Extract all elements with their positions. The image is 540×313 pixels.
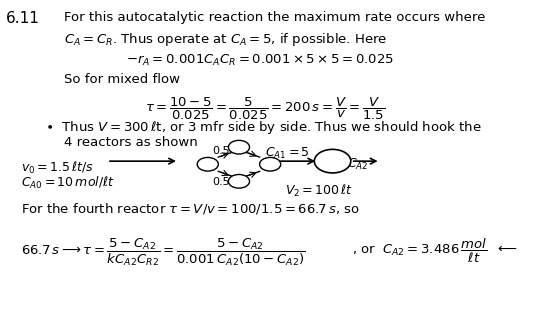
Text: 6.11: 6.11: [6, 11, 40, 26]
Text: So for mixed flow: So for mixed flow: [64, 73, 180, 86]
Text: $C_A = C_R$. Thus operate at $C_A = 5$, if possible. Here: $C_A = C_R$. Thus operate at $C_A = 5$, …: [64, 31, 387, 48]
Text: $66.7\,s \longrightarrow \tau = \dfrac{5-C_{A2}}{kC_{A2}C_{R2}} = \dfrac{5-C_{A2: $66.7\,s \longrightarrow \tau = \dfrac{5…: [21, 237, 305, 269]
Text: $\tau = \dfrac{10-5}{0.025} = \dfrac{5}{0.025} = 200\,s = \dfrac{V}{v} = \dfrac{: $\tau = \dfrac{10-5}{0.025} = \dfrac{5}{…: [145, 96, 386, 122]
Circle shape: [260, 157, 281, 171]
Circle shape: [197, 157, 218, 171]
Text: 0.5: 0.5: [213, 146, 230, 156]
Text: $C_{A0} = 10\,mol/\ell t$: $C_{A0} = 10\,mol/\ell t$: [21, 175, 114, 191]
Circle shape: [228, 140, 249, 154]
Text: For the fourth reactor $\tau = V/v = 100/1.5 = 66.7\,s$, so: For the fourth reactor $\tau = V/v = 100…: [21, 202, 360, 217]
Circle shape: [314, 149, 351, 173]
Text: $v_0 = 1.5\,\ell t/s$: $v_0 = 1.5\,\ell t/s$: [21, 160, 93, 176]
Text: $C_{A2}$: $C_{A2}$: [347, 156, 368, 172]
Text: 0.5: 0.5: [213, 177, 230, 187]
Text: $\bullet$  Thus $V = 300\,\ell$t, or 3 mfr side by side. Thus we should hook the: $\bullet$ Thus $V = 300\,\ell$t, or 3 mf…: [45, 119, 481, 136]
Text: $-r_A = 0.001 C_A C_R = 0.001 \times 5 \times 5 = 0.025$: $-r_A = 0.001 C_A C_R = 0.001 \times 5 \…: [126, 53, 394, 68]
Text: 0.5: 0.5: [198, 161, 216, 171]
Text: $V_2 = 100\,\ell t$: $V_2 = 100\,\ell t$: [285, 183, 353, 199]
Text: , or  $C_{A2} = 3.486\,\dfrac{mol}{\ell t}$  $\longleftarrow$: , or $C_{A2} = 3.486\,\dfrac{mol}{\ell t…: [352, 237, 518, 265]
Text: For this autocatalytic reaction the maximum rate occurs where: For this autocatalytic reaction the maxi…: [64, 11, 485, 24]
Circle shape: [228, 174, 249, 188]
Text: 4 reactors as shown: 4 reactors as shown: [64, 136, 198, 149]
Text: $C_{A1} = 5$: $C_{A1} = 5$: [265, 146, 310, 161]
